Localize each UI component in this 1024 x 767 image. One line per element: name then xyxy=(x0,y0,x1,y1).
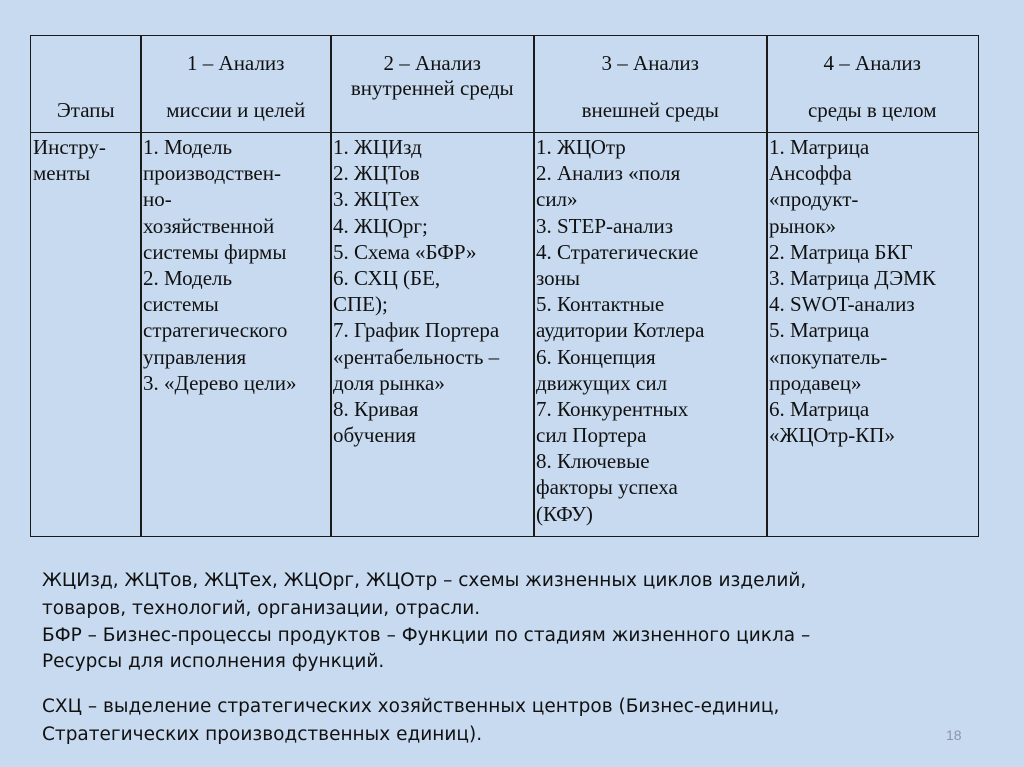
cell-line: 6. СХЦ (БЕ, xyxy=(333,265,441,290)
cell-line: 4. SWOT-анализ xyxy=(769,292,915,317)
cell-line: 3. «Дерево цели» xyxy=(143,370,297,395)
body-cell: 1. ЖЦИзд 2. ЖЦТов 3. ЖЦТех 4. ЖЦОрг; 5. Схем… xyxy=(330,132,535,537)
note-line: ЖЦИзд, ЖЦТов, ЖЦТех, ЖЦОрг, ЖЦОтр – схем… xyxy=(42,570,807,591)
cell-line: доля рынка» xyxy=(333,370,445,395)
cell-line: «продукт- xyxy=(769,187,859,212)
cell-line: продавец» xyxy=(769,370,862,395)
note-line: Ресурсы для исполнения функций. xyxy=(42,651,385,672)
cell-line: Инстру- xyxy=(33,135,106,159)
header-text: внутренней среды xyxy=(350,76,514,100)
cell-line: сил» xyxy=(536,187,578,212)
header-text: миссии и целей xyxy=(166,98,306,122)
cell-line: 5. Схема «БФР» xyxy=(333,239,477,264)
cell-line: производствен- xyxy=(143,161,281,186)
cell-line: «ЖЦОтр-КП» xyxy=(769,423,895,448)
cell-line: 8. Ключевые xyxy=(536,449,650,474)
cell-line: 4. ЖЦОрг; xyxy=(333,213,428,238)
cell-line: 6. Матрица xyxy=(769,396,870,421)
cell-line: 1. ЖЦИзд xyxy=(333,135,422,159)
cell-line: (КФУ) xyxy=(536,501,593,526)
cell-line: 7. График Портера xyxy=(333,318,500,343)
cell-line: 2. Модель xyxy=(143,265,233,290)
body-cell: 1. Матрица Ансоффа «продукт-рынок» 2. Матри… xyxy=(766,132,979,537)
header-text: Этапы xyxy=(56,98,115,122)
header-text: 2 – Анализ xyxy=(383,51,481,75)
cell-line: но- xyxy=(143,187,172,212)
cell-line: 6. Концепция xyxy=(536,344,656,369)
header-cell: 3 – Анализ внешней среды xyxy=(533,35,768,133)
cell-line: 2. Анализ «поля xyxy=(536,161,681,186)
cell-line: рынок» xyxy=(769,213,837,238)
cell-line: СПЕ); xyxy=(333,292,388,317)
cell-line: хозяйственной xyxy=(143,213,275,238)
cell-line: 7. Конкурентных xyxy=(536,396,689,421)
cell-line: 3. STEP-анализ xyxy=(536,213,674,238)
header-text: среды в целом xyxy=(807,98,937,122)
page-number: 18 xyxy=(946,727,962,743)
header-cell: 4 – Анализ среды в целом xyxy=(766,35,979,133)
cell-line: 1. Модель xyxy=(143,135,233,159)
cell-line: 1. Матрица xyxy=(769,135,870,159)
cell-line: факторы успеха xyxy=(536,475,678,500)
body-cell: 1. ЖЦОтр 2. Анализ «поля сил» 3. STEP-анали… xyxy=(533,132,768,537)
cell-line: 2. ЖЦТов xyxy=(333,161,420,186)
note-line: БФР – Бизнес-процессы продуктов – Функци… xyxy=(42,625,811,646)
cell-line: 4. Стратегические xyxy=(536,239,699,264)
cell-line: обучения xyxy=(333,423,416,448)
body-cell: 1. Модель производствен-но-хозяйственной с… xyxy=(140,132,332,537)
cell-line: 5. Контактные xyxy=(536,292,665,317)
cell-line: «покупатель- xyxy=(769,344,888,369)
cell-line: 5. Матрица xyxy=(769,318,870,343)
header-cell: 2 – Анализ внутренней среды xyxy=(330,35,535,133)
cell-line: менты xyxy=(33,161,91,186)
cell-line: зоны xyxy=(536,265,581,290)
cell-line: 2. Матрица БКГ xyxy=(769,239,913,264)
cell-line: движущих сил xyxy=(536,370,668,395)
header-text: 3 – Анализ xyxy=(601,51,699,75)
note-line: СХЦ – выделение стратегических хозяйстве… xyxy=(42,696,780,717)
cell-line: системы xyxy=(143,292,219,317)
cell-line: 3. Матрица ДЭМК xyxy=(769,265,936,290)
cell-line: стратегического xyxy=(143,318,288,343)
header-text: 4 – Анализ xyxy=(823,51,921,75)
header-text: внешней среды xyxy=(581,98,719,122)
note-line: Стратегических производственных единиц). xyxy=(42,724,483,745)
header-cell: 1 – Анализ миссии и целей xyxy=(140,35,332,133)
header-text: 1 – Анализ xyxy=(187,51,285,75)
cell-line: 8. Кривая xyxy=(333,396,419,421)
cell-line: 3. ЖЦТех xyxy=(333,187,420,212)
cell-line: системы фирмы xyxy=(143,239,287,264)
cell-line: 1. ЖЦОтр xyxy=(536,135,626,159)
cell-line: Ансоффа xyxy=(769,161,852,186)
cell-line: «рентабельность – xyxy=(333,344,500,369)
cell-line: аудитории Котлера xyxy=(536,318,705,343)
cell-line: сил Портера xyxy=(536,423,647,448)
cell-line: управления xyxy=(143,344,247,369)
note-line: товаров, технологий, организации, отрасл… xyxy=(42,598,481,619)
header-cell: Этапы xyxy=(30,35,142,133)
body-cell: Инстру-менты xyxy=(30,132,142,537)
